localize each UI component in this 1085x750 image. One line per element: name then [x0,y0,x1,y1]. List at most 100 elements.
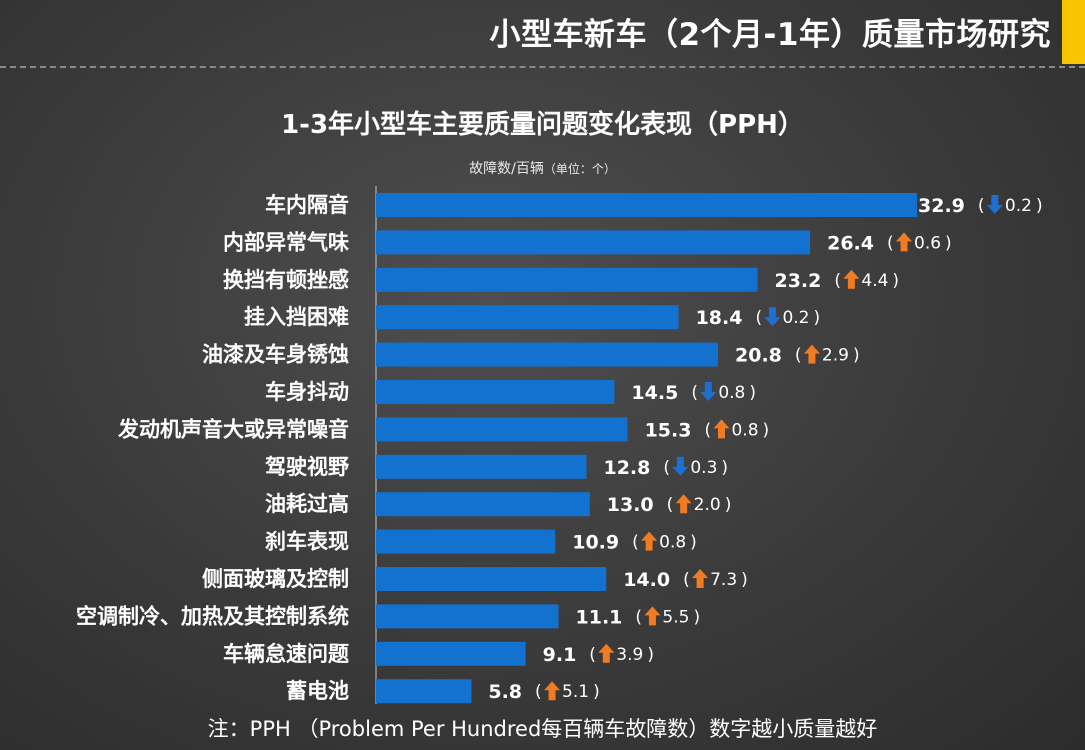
change-paren-close: ) [853,346,860,366]
up-arrow-icon [641,531,658,551]
bar [376,454,587,479]
value-label: 23.2 [774,270,821,292]
bar [376,193,917,217]
value-label: 15.3 [645,419,692,441]
category-label: 车内隔音 [265,193,349,217]
change-paren-open: ( [663,458,670,478]
change-paren-close: ) [763,420,770,440]
value-label: 32.9 [918,195,965,217]
bar [376,567,607,591]
value-label: 13.0 [607,494,654,516]
change-paren-close: ) [892,271,899,291]
change-paren-open: ( [535,682,542,702]
category-label: 油耗过高 [265,492,349,516]
category-label: 车辆怠速问题 [223,642,350,666]
category-label: 换挡有顿挫感 [223,268,349,292]
change-value-label: 2.9 [822,346,849,366]
change-paren-close: ) [814,308,821,328]
change-value-label: 2.0 [694,495,721,515]
category-label: 挂入挡困难 [244,305,349,329]
up-arrow-icon [644,606,661,626]
value-label: 5.8 [488,681,522,703]
change-paren-open: ( [632,533,639,553]
category-label: 发动机声音大或异常噪音 [117,417,349,441]
change-paren-close: ) [945,233,952,253]
header-divider [0,66,1085,68]
bar [376,417,628,442]
value-label: 9.1 [543,644,577,666]
category-label: 空调制冷、加热及其控制系统 [76,604,349,628]
value-label: 12.8 [603,457,650,479]
change-value-label: 0.8 [731,420,758,440]
change-paren-open: ( [795,346,802,366]
change-paren-close: ) [725,495,732,515]
change-paren-open: ( [589,645,596,665]
down-arrow-icon [986,195,1003,214]
footnote: 注：PPH （Problem Per Hundred每百辆车故障数）数字越小质量… [207,717,878,741]
change-paren-open: ( [691,383,698,403]
change-paren-close: ) [647,645,654,665]
change-paren-close: ) [690,533,697,553]
change-paren-open: ( [667,495,674,515]
category-label: 内部异常气味 [223,230,349,254]
category-label: 刹车表现 [265,530,349,554]
change-value-label: 7.3 [710,570,737,590]
bar [376,305,679,330]
change-value-label: 3.9 [616,645,643,665]
change-paren-close: ) [593,682,600,702]
unit-note: （单位：个） [543,162,616,176]
up-arrow-icon [692,569,709,588]
change-paren-open: ( [704,420,711,440]
value-label: 11.1 [576,606,623,628]
up-arrow-icon [713,419,730,439]
up-arrow-icon [598,643,615,663]
bar [376,230,811,255]
change-paren-close: ) [721,458,728,478]
change-value-label: 0.3 [690,458,717,478]
change-paren-open: ( [683,570,690,590]
value-label: 18.4 [696,307,743,329]
value-label: 14.0 [623,569,670,591]
change-value-label: 5.1 [562,682,589,702]
change-paren-close: ) [1036,196,1043,216]
change-value-label: 4.4 [861,271,888,291]
change-paren-open: ( [887,233,894,253]
change-paren-close: ) [749,383,756,403]
change-paren-close: ) [741,570,748,590]
value-label: 14.5 [631,382,678,404]
up-arrow-icon [843,269,860,289]
down-arrow-icon [764,307,781,327]
change-paren-close: ) [693,607,700,627]
chart-title: 1-3年小型车主要质量问题变化表现（PPH） [281,110,804,140]
chart-unit-label: 故障数/百辆（单位：个） [0,158,1085,178]
change-value-label: 0.8 [659,533,686,553]
change-paren-open: ( [978,196,985,216]
category-label: 油漆及车身锈蚀 [202,343,349,367]
change-paren-open: ( [755,308,762,328]
value-label: 20.8 [735,345,782,367]
page-title: 小型车新车（2个月-1年）质量市场研究 [489,17,1051,53]
change-value-label: 5.5 [662,607,689,627]
bar [376,529,556,554]
bar [376,342,719,367]
bar [376,492,590,517]
change-paren-open: ( [635,607,642,627]
change-value-label: 0.2 [1005,196,1032,216]
change-value-label: 0.6 [914,233,941,253]
change-value-label: 0.8 [718,383,745,403]
bar [376,641,526,666]
bar [376,604,559,629]
bar [376,380,615,404]
change-paren-open: ( [834,271,841,291]
down-arrow-icon [700,382,717,401]
value-label: 26.4 [827,232,874,254]
down-arrow-icon [672,456,689,476]
bar [376,679,472,704]
value-label: 10.9 [572,532,619,554]
category-label: 蓄电池 [286,679,349,703]
up-arrow-icon [675,494,692,514]
category-label: 车身抖动 [265,380,349,404]
up-arrow-icon [544,681,561,701]
unit-label: 故障数/百辆 [469,161,544,177]
up-arrow-icon [803,344,820,364]
